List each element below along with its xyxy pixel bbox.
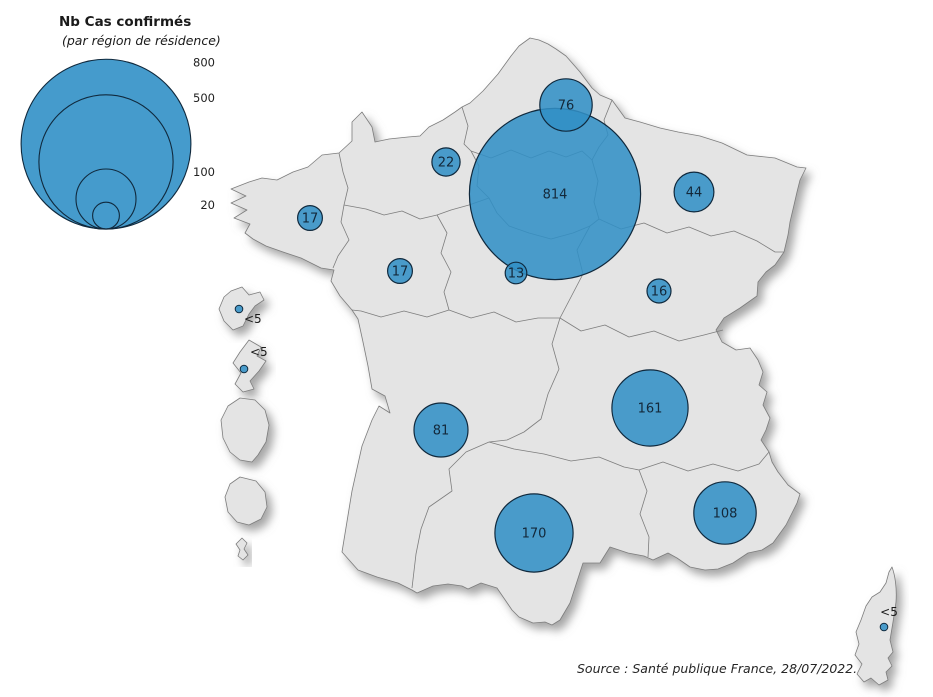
case-bubble[interactable]	[504, 261, 528, 285]
legend-circles: 800 500 100 20	[20, 55, 215, 230]
case-dot[interactable]	[879, 622, 889, 632]
legend-size-value: 800	[193, 55, 215, 69]
legend-size-value: 500	[193, 91, 215, 105]
case-dot[interactable]	[239, 364, 249, 374]
source-note: Source : Santé publique France, 28/07/20…	[577, 661, 858, 676]
case-bubble[interactable]	[494, 493, 574, 573]
case-bubble-value: 76	[558, 99, 575, 114]
overseas-territories	[218, 286, 270, 561]
case-bubble-value: 22	[438, 156, 455, 171]
martinique-island	[232, 339, 267, 393]
case-bubble[interactable]	[646, 278, 672, 304]
case-bubble-value: 44	[686, 186, 703, 201]
case-bubble-value: 108	[713, 507, 738, 522]
case-bubble[interactable]	[387, 258, 414, 285]
case-bubble-value: 814	[543, 188, 568, 203]
case-bubble-value: 170	[522, 527, 547, 542]
legend-size-circle	[92, 201, 120, 230]
legend-size-value: 100	[193, 165, 215, 179]
case-bubble[interactable]	[413, 402, 469, 458]
legend-subtitle: (par région de résidence)	[62, 33, 221, 48]
case-bubble[interactable]	[431, 147, 461, 177]
case-bubble[interactable]	[673, 171, 715, 213]
case-bubble-value: 161	[638, 402, 663, 417]
case-bubble-value: 17	[392, 265, 409, 280]
case-bubble[interactable]	[693, 481, 757, 545]
case-dot[interactable]	[234, 304, 244, 314]
guyane-island	[220, 397, 270, 463]
case-dot-value: <5	[880, 605, 898, 619]
case-bubble-value: 81	[433, 424, 450, 439]
case-dot-value: <5	[250, 345, 268, 359]
mayotte-island	[235, 537, 249, 561]
corsica-island	[854, 566, 897, 686]
france-mainland	[230, 37, 807, 626]
case-bubble-value: 13	[508, 267, 525, 282]
case-bubbles: 814 76 44 22 17 17 13 16 81 161 170 108	[297, 78, 757, 573]
legend-title: Nb Cas confirmés	[59, 14, 192, 30]
case-bubble-value: 17	[302, 212, 319, 227]
case-bubble[interactable]	[539, 78, 593, 132]
case-bubble[interactable]	[297, 205, 324, 232]
case-dot-value: <5	[244, 312, 262, 326]
small-case-dots: <5 <5 <5	[234, 304, 898, 632]
legend-size-circle	[20, 58, 192, 230]
case-bubble[interactable]	[611, 369, 689, 447]
reunion-island	[224, 476, 268, 526]
legend-size-value: 20	[200, 198, 215, 212]
case-bubble-value: 16	[651, 285, 668, 300]
